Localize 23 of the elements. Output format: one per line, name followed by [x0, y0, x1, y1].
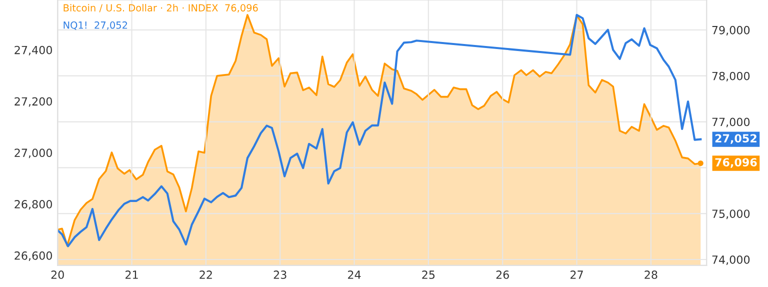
y-tick-label: 27,400 [14, 46, 52, 56]
text: NQ1! 27,052 [64, 21, 128, 30]
y2-tick-label: 77,000 [712, 118, 750, 128]
x-tick-label: 20 [51, 270, 64, 279]
x-tick-label: 25 [422, 270, 435, 279]
y-tick-label: 26,600 [14, 251, 52, 261]
y2-tick-label: 74,000 [712, 255, 750, 266]
x-tick-label: 22 [200, 270, 212, 279]
x-tick-label: 23 [274, 270, 286, 279]
x-tick-label: 24 [348, 270, 361, 279]
data-label: 76,096 [715, 158, 757, 168]
y2-tick-label: 78,000 [712, 72, 750, 82]
x-tick-label: 21 [126, 270, 138, 279]
y-tick-label: 27,200 [14, 97, 52, 107]
text: Bitcoin / U.S. Dollar · 2h · INDEX 76,096 [64, 4, 258, 12]
x-tick-label: 26 [496, 270, 509, 279]
x-tick-label: 27 [570, 270, 583, 279]
y2-tick-label: 75,000 [712, 210, 750, 220]
x-tick-label: 28 [644, 270, 658, 279]
y-tick-label: 27,000 [14, 148, 52, 158]
data-label: 27,052 [715, 134, 756, 144]
y2-tick-label: 79,000 [712, 26, 750, 36]
y-tick-label: 26,800 [14, 200, 52, 210]
